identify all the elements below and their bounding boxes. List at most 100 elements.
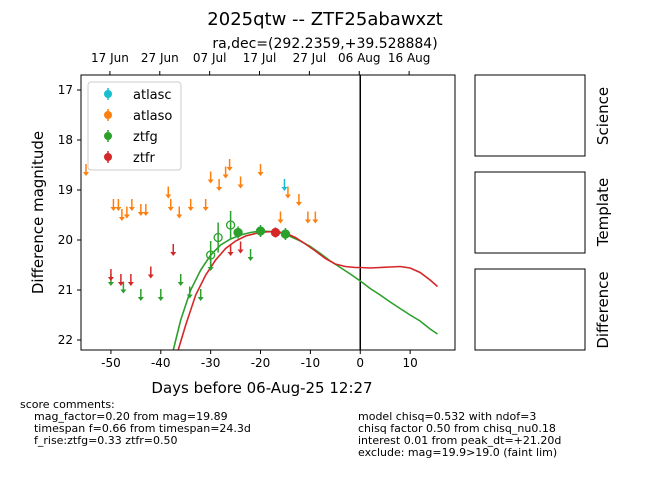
legend-marker — [104, 111, 112, 119]
upper-limit-arrow-atlaso — [110, 207, 117, 211]
top-tick-label: 27 Jun — [141, 51, 179, 65]
detection-point-ztfr — [270, 227, 281, 238]
comment-line-left: score comments: — [20, 398, 115, 411]
science-panel — [474, 74, 586, 157]
upper-limit-arrow-atlaso — [142, 212, 149, 216]
detection-point-ztfg — [233, 227, 243, 238]
science-panel-label: Science — [594, 87, 612, 145]
upper-limit-arrow-ztfr — [227, 252, 234, 256]
upper-limit-arrow-atlaso — [312, 219, 319, 224]
y-tick-label: 19 — [58, 183, 73, 197]
model-curve-ztfr — [177, 230, 439, 350]
x-axis-label: Days before 06-Aug-25 12:27 — [151, 379, 372, 397]
chart-title: 2025qtw -- ZTF25abawxzt — [207, 9, 442, 30]
upper-limit-arrow-ztfg — [186, 294, 193, 299]
plot-frame — [80, 74, 456, 351]
y-tick-label: 17 — [58, 83, 73, 97]
upper-limit-arrow-ztfg — [107, 282, 114, 286]
upper-limit-arrow-atlaso — [202, 207, 209, 211]
template-panel — [474, 171, 586, 254]
upper-limit-arrow-atlaso — [137, 212, 144, 216]
y-axis-label: Difference magnitude — [29, 131, 47, 294]
comment-line-left: timespan f=0.66 from timespan=24.3d — [20, 422, 251, 435]
upper-limit-arrow-atlaso — [165, 194, 172, 199]
upper-limit-arrow-ztfr — [127, 282, 134, 286]
y-tick-label: 21 — [58, 283, 73, 297]
upper-limit-arrow-ztfg — [177, 282, 184, 286]
upper-limit-arrow-atlaso — [123, 214, 130, 219]
upper-limit-arrow-atlaso — [115, 207, 122, 211]
x-tick-label: -30 — [201, 356, 221, 370]
legend-marker — [104, 153, 112, 161]
upper-limit-arrow-atlaso — [207, 179, 214, 184]
y-tick-label: 22 — [58, 333, 73, 347]
legend-entry: ztfr — [133, 151, 155, 166]
comment-line-right: model chisq=0.532 with ndof=3 — [358, 410, 536, 423]
plot-inner — [82, 75, 439, 350]
upper-limit-arrow-ztfg — [197, 297, 204, 301]
legend: atlasc atlaso ztfg ztfr — [87, 81, 182, 171]
difference-panel — [474, 268, 586, 351]
plot-area: -50 -40 -30 -20 -10 0 10 17 18 19 20 21 22 17 Jun 27 J… — [29, 51, 456, 397]
upper-limit-arrow-ztfr — [107, 277, 114, 281]
template-panel-label: Template — [594, 178, 612, 247]
top-tick-label: 17 Jun — [91, 51, 129, 65]
upper-limit-arrow-ztfr — [170, 252, 177, 256]
x-tick-label: -20 — [251, 356, 271, 370]
x-tick-label: -10 — [301, 356, 321, 370]
upper-limit-arrow-atlaso — [284, 194, 291, 199]
comment-line-left: f_rise:ztfg=0.33 ztfr=0.50 — [20, 434, 177, 447]
y-tick-label: 20 — [58, 233, 73, 247]
upper-limit-arrow-atlaso — [222, 174, 229, 179]
comment-line-left: mag_factor=0.20 from mag=19.89 — [20, 410, 228, 423]
top-tick-label: 27 Jul — [293, 51, 327, 65]
upper-limit-arrow-atlaso — [118, 217, 125, 221]
comment-line-right: exclude: mag=19.9>19.0 (faint lim) — [358, 446, 557, 459]
x-tick-label: -50 — [101, 356, 121, 370]
upper-limit-arrow-atlaso — [237, 184, 244, 189]
upper-limit-arrow-atlaso — [295, 202, 302, 206]
score-comments: score comments: mag_factor=0.20 from mag… — [20, 398, 251, 447]
top-tick-label: 16 Aug — [388, 51, 431, 65]
x-tick-label: -40 — [151, 356, 171, 370]
top-tick-label: 07 Jul — [193, 51, 227, 65]
upper-limit-arrow-ztfg — [157, 297, 164, 301]
detection-point-ztfg — [213, 232, 223, 243]
upper-limit-arrow-atlaso — [257, 172, 264, 176]
legend-marker — [104, 132, 112, 140]
legend-entry: atlaso — [133, 109, 172, 124]
x-tick-label: 10 — [402, 356, 417, 370]
upper-limit-arrow-ztfg — [137, 297, 144, 301]
upper-limit-arrow-atlaso — [226, 167, 233, 171]
comment-line-right: interest 0.01 from peak_dt=+21.20d — [358, 434, 561, 447]
detection-point-ztfg — [255, 226, 266, 236]
y-tick-label: 18 — [58, 133, 73, 147]
model-curve-ztfg — [172, 230, 438, 350]
detection-point-ztfg — [280, 229, 291, 239]
top-tick-label: 06 Aug — [338, 51, 381, 65]
upper-limit-arrow-ztfg — [120, 289, 127, 294]
difference-panel-label: Difference — [594, 271, 612, 348]
x-tick-label: 0 — [356, 356, 364, 370]
upper-limit-arrow-ztfr — [237, 249, 244, 254]
upper-limit-arrow-atlaso — [187, 207, 194, 211]
upper-limit-arrow-ztfr — [147, 274, 154, 279]
upper-limit-arrow-ztfr — [117, 282, 124, 286]
legend-entry: ztfg — [133, 130, 158, 145]
upper-limit-arrow-atlasc — [281, 187, 288, 191]
detection-point-ztfg — [206, 250, 216, 260]
upper-limit-arrow-atlaso — [176, 214, 183, 219]
upper-limit-arrow-atlaso — [167, 207, 174, 211]
chart-subtitle: ra,dec=(292.2359,+39.528884) — [212, 36, 437, 52]
model-comments: model chisq=0.532 with ndof=3 chisq fact… — [358, 410, 561, 459]
legend-entry: atlasc — [133, 88, 172, 103]
upper-limit-arrow-atlaso — [216, 187, 223, 191]
detection-point-ztfg — [225, 220, 236, 230]
upper-limit-arrow-atlaso — [82, 172, 89, 176]
upper-limit-arrow-atlaso — [277, 219, 284, 224]
upper-limit-arrow-ztfg — [247, 257, 254, 261]
top-tick-label: 17 Jul — [243, 51, 277, 65]
legend-box — [87, 81, 182, 171]
upper-limit-arrow-atlaso — [304, 219, 311, 224]
